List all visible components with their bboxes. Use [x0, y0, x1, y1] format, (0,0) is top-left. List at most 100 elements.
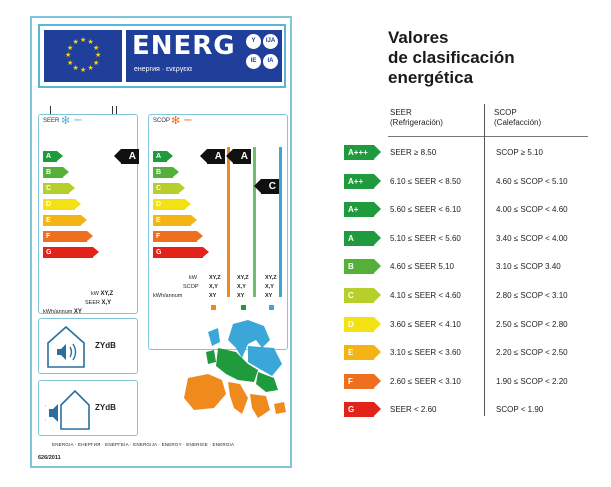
eu-star-icon: ★ [72, 63, 79, 72]
scop-title: SCOP [153, 118, 171, 124]
seer-class-bar: F [43, 231, 93, 242]
lang-bubble: Y [246, 34, 261, 49]
scop-class-bar: G [153, 247, 209, 258]
class-badge: A [344, 230, 381, 246]
seer-kwh-value: XY [73, 309, 82, 315]
scop-header-subtitle: (Calefacción) [494, 118, 542, 127]
class-badge: B [344, 259, 381, 275]
zone-square-average [241, 305, 246, 310]
seer-class-bar: B [43, 167, 69, 178]
regulation-number: 626/2011 [38, 455, 61, 461]
seer-range-cell: SEER < 2.60 [390, 405, 437, 415]
scop-class-bar: B [153, 167, 179, 178]
scop-range-cell: 4.00 ≤ SCOP < 4.60 [496, 205, 568, 215]
zone-line-cold [279, 147, 282, 297]
outdoor-house-sound-icon [45, 389, 90, 430]
eu-star-icon: ★ [65, 51, 72, 59]
seer-range-cell: 4.60 ≤ SEER 5.10 [390, 262, 454, 272]
seer-kwh-row: kWh/annum XY [43, 309, 82, 315]
energy-label: ★ ★ ★ ★ ★ ★ ★ ★ ★ ★ ★ ★ ENERG енергия · ενεργεια Y … [30, 16, 292, 468]
table-title-line: energética [388, 68, 474, 87]
class-badge: A+ [344, 202, 381, 218]
scop-class-bar: D [153, 199, 191, 210]
outdoor-noise-value: ZYdB [95, 403, 116, 412]
zone-line-average [253, 147, 256, 297]
seer-range-cell: 5.60 ≤ SEER < 6.10 [390, 205, 461, 215]
supplier-name-mark [50, 106, 51, 114]
seer-kw-row: kW XY,Z [91, 291, 113, 297]
model-name-mark [112, 106, 113, 114]
scop-zone-scop-value: X,Y [265, 284, 274, 290]
model-name-mark [116, 106, 117, 114]
scop-class-bar: F [153, 231, 203, 242]
scop-rating-indicator: A [226, 149, 251, 164]
cooling-wave-icon: ≈≈≈ [74, 118, 82, 124]
table-title-line: de clasificación [388, 48, 515, 67]
label-footer-languages: ENERGIA · ЕНЕРГИЯ · ΕΝΕΡΓΕΙΑ · ENERGIJA … [52, 442, 235, 447]
scop-rating-indicator: A [200, 149, 225, 164]
eu-star-icon: ★ [80, 36, 87, 44]
seer-class-bar: E [43, 215, 87, 226]
seer-class-bar: G [43, 247, 99, 258]
scop-range-cell: SCOP < 1.90 [496, 405, 544, 415]
scop-range-cell: 2.80 ≤ SCOP < 3.10 [496, 291, 568, 300]
zone-square-warm [211, 305, 216, 310]
label-header: ★ ★ ★ ★ ★ ★ ★ ★ ★ ★ ★ ★ ENERG енергия · ενεργεια Y … [38, 24, 286, 88]
column-divider [484, 104, 485, 416]
scop-class-bar: A [153, 151, 173, 162]
seer-value-row: SEER X,Y [85, 300, 111, 306]
header-divider [388, 136, 588, 137]
seer-column-header: SEER (Refrigeración) [390, 108, 443, 128]
indoor-noise-value: ZYdB [95, 341, 116, 350]
scop-range-cell: 3.10 ≤ SCOP 3.40 [496, 262, 561, 272]
lang-bubble: IE [246, 54, 261, 69]
seer-kw-value: XY,Z [100, 291, 114, 297]
scop-class-bar: C [153, 183, 185, 194]
seer-range-cell: 2.60 ≤ SEER < 3.10 [390, 376, 461, 386]
eu-star-icon: ★ [92, 43, 100, 52]
scop-range-cell: 2.20 ≤ SCOP < 2.50 [496, 348, 568, 358]
class-badge: A+++ [344, 145, 381, 160]
seer-header-subtitle: (Refrigeración) [390, 118, 443, 127]
class-badge: C [344, 288, 381, 303]
scop-kwh-label: kWh/annum [153, 293, 183, 299]
zone-square-cold [269, 305, 274, 310]
seer-class-bar: D [43, 199, 81, 210]
scop-zone-kwh-value: XY [265, 293, 273, 299]
seer-range-cell: 3.60 ≤ SEER < 4.10 [390, 319, 461, 329]
scop-label: SCOP [183, 284, 199, 290]
eu-star-icon: ★ [72, 38, 79, 46]
scop-zone-kwh-value: XY [237, 293, 245, 299]
energy-brand-word: ENERG [132, 31, 236, 61]
table-title-line: Valores [388, 28, 449, 47]
eu-star-icon: ★ [87, 63, 94, 72]
seer-label: SEER [85, 300, 100, 306]
cooling-fan-icon: ✻ [61, 115, 71, 127]
seer-value: X,Y [101, 300, 112, 306]
scop-class-bar: E [153, 215, 197, 226]
seer-title: SEER [43, 118, 60, 124]
energy-brand-band: ENERG енергия · ενεργεια Y IJA IE IA [126, 30, 282, 82]
seer-range-cell: 3.10 ≤ SEER < 3.60 [390, 348, 461, 358]
lang-bubble: IJA [263, 34, 278, 49]
seer-class-bar: A [43, 151, 63, 162]
scop-zone-kw-value: XY,Z [265, 275, 277, 281]
scop-range-cell: 2.50 ≤ SCOP < 2.80 [496, 319, 568, 329]
zone-line-warm [227, 147, 230, 297]
eu-star-icon: ★ [67, 58, 74, 67]
class-badge: D [344, 316, 381, 332]
eu-flag-icon: ★ ★ ★ ★ ★ ★ ★ ★ ★ ★ ★ ★ [44, 30, 122, 82]
scop-header-title: SCOP [494, 108, 517, 117]
scop-range-cell: 3.40 ≤ SCOP < 4.00 [496, 233, 568, 243]
heating-fan-icon: ✻ [171, 115, 181, 127]
scop-zone-scop-value: X,Y [237, 284, 246, 290]
table-title: Valores de clasificación energética [388, 28, 588, 88]
scop-zone-kwh-value: XY [209, 293, 217, 299]
scop-zone-kw-value: XY,Z [237, 275, 249, 281]
lang-bubble: IA [263, 54, 278, 69]
scop-zone-kw-value: XY,Z [209, 275, 221, 281]
heating-wave-icon: ≈≈≈ [184, 118, 192, 124]
scop-range-cell: 4.60 ≤ SCOP < 5.10 [496, 176, 568, 186]
